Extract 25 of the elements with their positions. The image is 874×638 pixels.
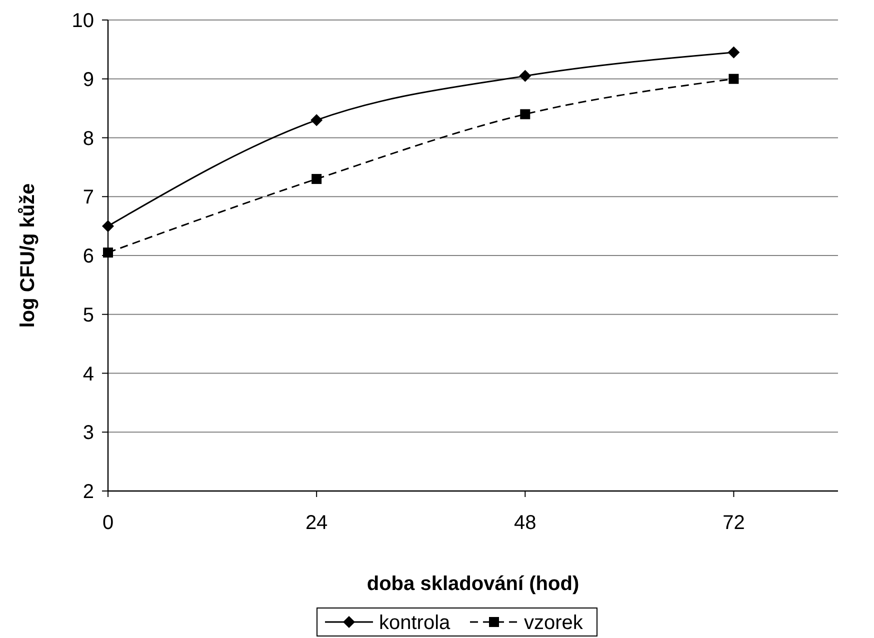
x-tick-label: 24 (305, 512, 328, 534)
point (520, 109, 530, 120)
y-tick-label: 10 (72, 10, 94, 32)
y-tick-label: 5 (82, 304, 94, 326)
x-tick-label: 0 (102, 512, 114, 534)
y-tick-label: 6 (82, 246, 94, 268)
y-tick-label: 4 (82, 363, 94, 386)
point (102, 220, 114, 232)
legend-label: vzorek (524, 612, 584, 634)
x-tick-label: 72 (722, 512, 745, 534)
point (103, 248, 113, 258)
y-tick-label: 7 (82, 186, 94, 209)
y-tick-label: 2 (82, 481, 94, 503)
point (728, 46, 740, 58)
y-tick-label: 8 (82, 128, 94, 150)
point (519, 70, 532, 82)
y-tick-label: 9 (82, 68, 94, 91)
y-axis-title: log CFU/g kůže (17, 183, 39, 328)
y-tick-label: 3 (82, 422, 94, 444)
point (310, 114, 323, 126)
point (728, 74, 739, 84)
point (312, 174, 322, 184)
x-tick-label: 48 (514, 512, 536, 534)
legend-label: kontrola (379, 612, 452, 634)
x-axis-title: doba skladování (hod) (366, 573, 580, 595)
